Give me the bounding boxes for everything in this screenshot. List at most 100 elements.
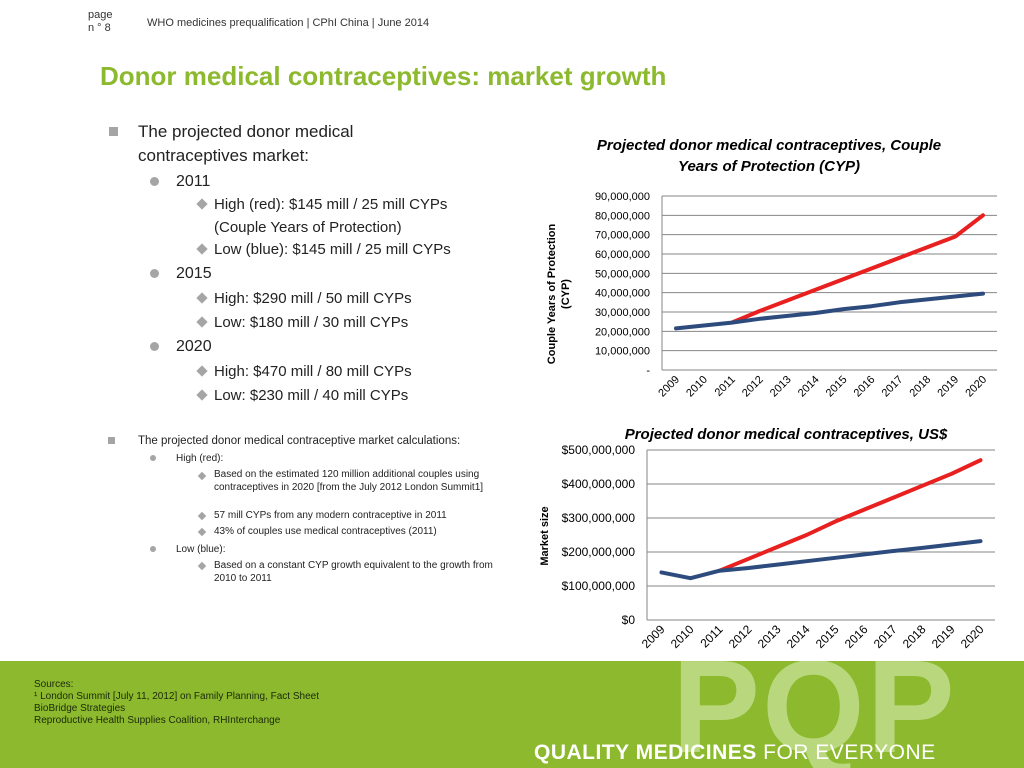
x-tick-label: 2009 [656, 374, 682, 400]
sources-label: Sources: [34, 679, 74, 690]
chart-title: Projected donor medical contraceptives, … [625, 426, 948, 443]
x-tick-label: 2011 [713, 374, 738, 399]
x-tick-label: 2009 [639, 622, 668, 651]
x-tick-label: 2018 [908, 374, 934, 400]
tagline-bold: QUALITY MEDICINES [534, 741, 757, 764]
calc-heading: The projected donor medical contraceptiv… [138, 435, 461, 447]
year-2011: 2011 [176, 173, 211, 190]
source-1: ¹ London Summit [July 11, 2012] on Famil… [34, 691, 319, 702]
x-tick-label: 2013 [755, 622, 784, 651]
y2011-low: Low (blue): $145 mill / 25 mill CYPs [214, 241, 451, 258]
y-axis-label-line-1: Couple Years of Protection [546, 224, 558, 365]
x-tick-label: 2014 [784, 622, 813, 651]
series-line-0 [729, 213, 985, 325]
source-2: BioBridge Strategies [34, 703, 126, 714]
square-bullet-icon [108, 437, 115, 444]
footer-band: PQP Sources: ¹ London Summit [July 11, 2… [0, 661, 1024, 768]
y-tick-label: 10,000,000 [595, 346, 650, 358]
x-tick-label: 2012 [740, 374, 766, 400]
round-bullet-icon [150, 546, 156, 552]
y-tick-label: $300,000,000 [562, 511, 636, 525]
y-tick-label: 40,000,000 [595, 288, 650, 300]
calc-high-3: 43% of couples use medical contraceptive… [214, 526, 437, 537]
year-2020: 2020 [176, 338, 212, 355]
calc-high: High (red): [176, 453, 224, 464]
x-tick-label: 2018 [900, 622, 929, 651]
x-tick-label: 2019 [929, 622, 958, 651]
y-tick-label: $200,000,000 [562, 545, 636, 559]
market-heading: The projected donor medical contraceptiv… [138, 122, 354, 165]
x-tick-label: 2015 [824, 374, 850, 400]
y-axis-label: Market size [539, 506, 551, 565]
x-tick-label: 2010 [668, 622, 697, 651]
diamond-bullet-icon [196, 316, 208, 328]
round-bullet-icon [150, 455, 156, 461]
y-tick-label: 20,000,000 [595, 326, 650, 338]
y-tick-label: 80,000,000 [595, 210, 650, 222]
y-tick-label: $400,000,000 [562, 477, 636, 491]
x-tick-label: 2014 [796, 374, 822, 400]
y-tick-label: - [646, 365, 650, 377]
diamond-bullet-icon [197, 561, 207, 571]
calc-high-2: 57 mill CYPs from any modern contracepti… [214, 510, 447, 521]
diamond-bullet-icon [196, 365, 208, 377]
calc-high-1: Based on the estimated 120 million addit… [214, 469, 484, 493]
x-tick-label: 2011 [697, 622, 725, 650]
chart-title-line-2: Years of Protection (CYP) [678, 158, 860, 175]
pqp-logo: PQP [672, 661, 957, 768]
diamond-bullet-icon [196, 292, 208, 304]
x-tick-label: 2020 [963, 374, 989, 400]
y2011-high: High (red): $145 mill / 25 mill CYPs (Co… [214, 196, 448, 236]
slide-title: Donor medical contraceptives: market gro… [100, 61, 667, 91]
x-tick-label: 2017 [871, 622, 900, 651]
x-tick-label: 2019 [935, 374, 961, 400]
y-axis-label-line-2: (CYP) [560, 279, 572, 309]
x-tick-label: 2016 [842, 622, 871, 651]
y-tick-label: 70,000,000 [595, 230, 650, 242]
round-bullet-icon [150, 269, 159, 278]
diamond-bullet-icon [197, 471, 207, 481]
y-tick-label: $500,000,000 [562, 443, 636, 457]
cyp-chart: Projected donor medical contraceptives, … [546, 137, 997, 400]
source-3: Reproductive Health Supplies Coalition, … [34, 715, 281, 726]
diamond-bullet-icon [196, 198, 208, 210]
y2015-low: Low: $180 mill / 30 mill CYPs [214, 314, 409, 331]
tagline-rest: FOR EVERYONE [756, 741, 936, 764]
x-tick-label: 2010 [684, 374, 710, 400]
series-line-0 [717, 458, 983, 573]
y-tick-label: $0 [622, 613, 636, 627]
x-tick-label: 2020 [958, 622, 987, 651]
y-tick-label: 50,000,000 [595, 268, 650, 280]
year-2015: 2015 [176, 265, 212, 282]
calc-low: Low (blue): [176, 544, 226, 555]
round-bullet-icon [150, 342, 159, 351]
header-title: WHO medicines prequalification | CPhI Ch… [147, 17, 430, 29]
x-tick-label: 2013 [768, 374, 794, 400]
y-tick-label: 60,000,000 [595, 249, 650, 261]
series-line-1 [674, 291, 985, 331]
tagline: QUALITY MEDICINES FOR EVERYONE [534, 741, 936, 765]
y-tick-label: 30,000,000 [595, 307, 650, 319]
diamond-bullet-icon [196, 243, 208, 255]
chart-title-line-1: Projected donor medical contraceptives, … [597, 137, 941, 154]
y-tick-label: $100,000,000 [562, 579, 636, 593]
diamond-bullet-icon [197, 527, 207, 537]
x-tick-label: 2017 [880, 374, 906, 400]
sources: Sources: ¹ London Summit [July 11, 2012]… [34, 679, 319, 727]
round-bullet-icon [150, 177, 159, 186]
y2015-high: High: $290 mill / 50 mill CYPs [214, 290, 412, 307]
x-tick-label: 2015 [813, 622, 842, 651]
page-number: page n ° 8 [88, 9, 112, 35]
usd-chart: Projected donor medical contraceptives, … [539, 426, 995, 651]
page-number-value: n ° 8 [88, 22, 111, 34]
x-tick-label: 2016 [852, 374, 878, 400]
y2020-low: Low: $230 mill / 40 mill CYPs [214, 387, 409, 404]
calc-low-1: Based on a constant CYP growth equivalen… [214, 560, 493, 584]
diamond-bullet-icon [197, 511, 207, 521]
y-tick-label: 90,000,000 [595, 191, 650, 203]
x-tick-label: 2012 [726, 622, 755, 651]
series-line-1 [659, 539, 983, 581]
page-label: page [88, 9, 113, 21]
square-bullet-icon [109, 127, 118, 136]
diamond-bullet-icon [196, 389, 208, 401]
